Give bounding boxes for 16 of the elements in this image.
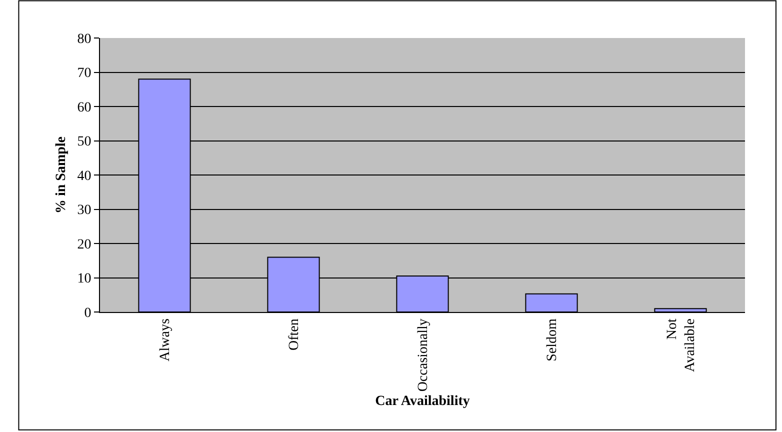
x-tick-label: Not Available: [664, 318, 698, 372]
x-tick-label: Always: [158, 318, 174, 362]
y-axis-title: % in Sample: [54, 136, 69, 214]
y-tick-label: 50: [77, 134, 92, 150]
y-tick-label: 60: [77, 100, 92, 116]
x-axis-title: Car Availability: [375, 394, 470, 409]
y-tick-label: 0: [84, 306, 92, 321]
x-tick-label: Often: [287, 318, 302, 350]
y-tick-label: 40: [77, 168, 92, 184]
y-tick-label: 30: [77, 203, 92, 218]
y-tick-label: 70: [77, 66, 92, 82]
y-tick-label: 80: [77, 32, 92, 47]
x-tick-label: Seldom: [545, 318, 560, 362]
x-tick-label: Occasionally: [416, 318, 432, 392]
y-tick-label: 10: [77, 272, 92, 287]
y-tick-label: 20: [77, 237, 92, 252]
